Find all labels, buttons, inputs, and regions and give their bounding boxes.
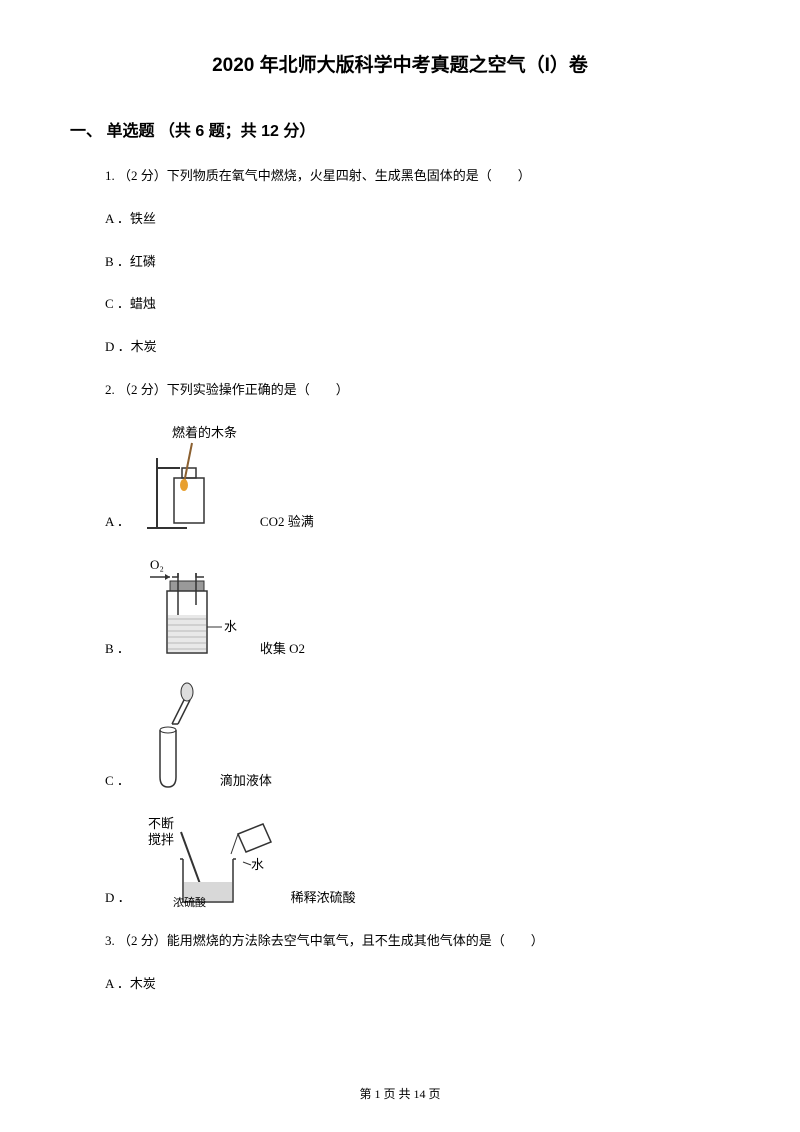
- q2-d-text: 稀释浓硫酸: [291, 888, 356, 909]
- q2-a-text: CO2 验满: [260, 512, 314, 533]
- img-b-o2: O₂: [150, 557, 164, 572]
- q2-c-text: 滴加液体: [220, 771, 272, 792]
- q2-a-letter: A ．: [105, 512, 130, 533]
- q1-stem: 1. （2 分）下列物质在氧气中燃烧，火星四射、生成黑色固体的是（ ）: [105, 166, 730, 187]
- q1-option-b: B ．红磷: [105, 252, 730, 273]
- q1-option-a: A ．铁丝: [105, 209, 730, 230]
- img-b-water: 水: [224, 619, 237, 634]
- q2-option-c: C ． 滴加液体: [105, 682, 730, 792]
- img-d-acid: 浓硫酸: [173, 895, 206, 909]
- q2-b-diagram: O₂ 水: [142, 555, 252, 660]
- img-d-stir1: 不断: [148, 816, 174, 831]
- page-footer: 第 1 页 共 14 页: [0, 1085, 800, 1102]
- q2-c-diagram: [142, 682, 212, 792]
- q2-a-diagram: 燃着的木条: [142, 423, 252, 533]
- q3-option-a: A ．木炭: [105, 974, 730, 995]
- img-d-stir2: 搅拌: [148, 832, 174, 847]
- q2-d-diagram: 不断 搅拌 水 浓硫酸: [143, 814, 283, 909]
- q2-stem: 2. （2 分）下列实验操作正确的是（ ）: [105, 380, 730, 401]
- q1-option-d: D ．木炭: [105, 337, 730, 358]
- q2-option-d: D ． 不断 搅拌 水 浓硫酸 稀释浓硫酸: [105, 814, 730, 909]
- q3-stem: 3. （2 分）能用燃烧的方法除去空气中氧气，且不生成其他气体的是（ ）: [105, 931, 730, 952]
- q2-b-text: 收集 O2: [260, 639, 305, 660]
- img-a-label: 燃着的木条: [172, 425, 237, 440]
- q2-option-b: B ． O₂ 水 收集 O2: [105, 555, 730, 660]
- section-header: 一、 单选题 （共 6 题；共 12 分）: [70, 117, 730, 141]
- q2-option-a: A ． 燃着的木条 CO2 验满: [105, 423, 730, 533]
- q2-b-letter: B ．: [105, 639, 130, 660]
- q1-option-c: C ．蜡烛: [105, 294, 730, 315]
- q2-c-letter: C ．: [105, 771, 130, 792]
- img-d-water: 水: [251, 857, 264, 872]
- page-title: 2020 年北师大版科学中考真题之空气（I）卷: [70, 50, 730, 77]
- q2-d-letter: D ．: [105, 888, 131, 909]
